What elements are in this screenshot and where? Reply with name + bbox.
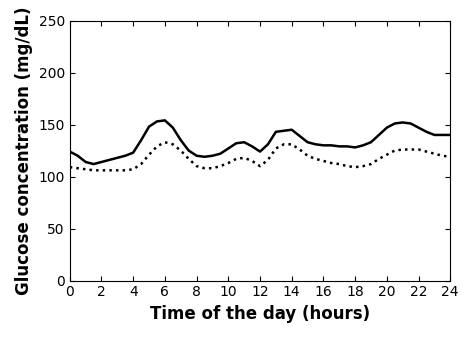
- X-axis label: Time of the day (hours): Time of the day (hours): [150, 305, 370, 323]
- Y-axis label: Glucose concentration (mg/dL): Glucose concentration (mg/dL): [15, 6, 33, 295]
